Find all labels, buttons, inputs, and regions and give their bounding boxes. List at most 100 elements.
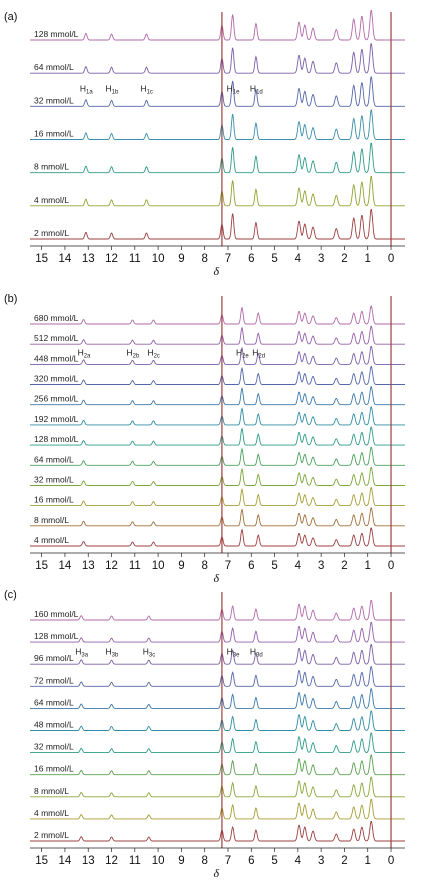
x-tick-label: 13 [82, 855, 95, 867]
peak-label: H1c [140, 83, 152, 95]
x-tick-label: 5 [271, 253, 277, 265]
spectrum-trace [30, 76, 405, 107]
x-tick-label: 2 [341, 253, 347, 265]
concentration-label: 8 mmol/L [34, 162, 69, 172]
concentration-label: 4 mmol/L [34, 808, 69, 818]
x-axis-label: δ [214, 571, 220, 585]
x-tick-label: 6 [248, 560, 254, 572]
spectrum-trace [30, 622, 405, 643]
x-tick-label: 4 [295, 253, 302, 265]
panel-label: (a) [4, 11, 17, 23]
x-tick-label: 2 [341, 855, 347, 867]
concentration-label: 128 mmol/L [34, 29, 79, 39]
x-tick-label: 11 [129, 253, 141, 265]
concentration-label: 256 mmol/L [34, 394, 79, 404]
peak-label: H2b [126, 347, 139, 359]
peak-label: H1a [80, 83, 93, 95]
x-tick-label: 3 [318, 855, 324, 867]
concentration-label: 16 mmol/L [34, 495, 74, 505]
spectrum-trace [30, 426, 405, 446]
x-tick-label: 10 [152, 855, 165, 867]
x-tick-label: 12 [105, 560, 118, 572]
concentration-label: 64 mmol/L [34, 697, 74, 707]
concentration-label: 16 mmol/L [34, 764, 74, 774]
spectrum-trace [30, 798, 405, 820]
spectrum-trace [30, 346, 405, 365]
x-tick-label: 9 [178, 560, 184, 572]
x-tick-label: 2 [341, 560, 347, 572]
x-tick-label: 0 [388, 253, 394, 265]
peak-label: H3d [250, 646, 263, 658]
spectra: 680 mmol/L 512 mmol/L 448 mmol/L 320 mmol/L… [30, 305, 405, 547]
x-tick-label: 3 [318, 560, 324, 572]
spectrum-trace [30, 644, 405, 665]
peak-label: H1d [250, 83, 263, 95]
concentration-label: 48 mmol/L [34, 720, 74, 730]
x-tick-label: 4 [295, 855, 302, 867]
concentration-label: 320 mmol/L [34, 374, 79, 384]
x-tick-label: 7 [225, 560, 231, 572]
concentration-label: 448 mmol/L [34, 353, 79, 363]
x-tick-label: 6 [248, 253, 254, 265]
spectrum-trace [30, 10, 405, 41]
x-tick-label: 9 [178, 855, 184, 867]
peak-label: H2c [147, 347, 159, 359]
panel-label: (b) [4, 293, 17, 305]
spectrum-trace [30, 386, 405, 406]
spectrum-trace [30, 754, 405, 776]
concentration-label: 4 mmol/L [34, 535, 69, 545]
spectrum-trace [30, 446, 405, 466]
x-axis-label: δ [214, 264, 220, 278]
x-tick-label: 12 [105, 253, 118, 265]
concentration-label: 512 mmol/L [34, 333, 79, 343]
x-tick-label: 5 [271, 560, 277, 572]
concentration-label: 2 mmol/L [34, 228, 69, 238]
panel-label: (c) [4, 589, 17, 601]
x-tick-label: 6 [248, 855, 254, 867]
spectrum-trace [30, 599, 405, 621]
spectrum-trace [30, 209, 405, 240]
x-tick-label: 10 [152, 253, 165, 265]
x-tick-label: 14 [59, 560, 72, 572]
x-tick-label: 15 [35, 253, 48, 265]
concentration-label: 96 mmol/L [34, 653, 74, 663]
x-tick-label: 15 [35, 855, 48, 867]
spectrum-trace [30, 666, 405, 687]
x-tick-label: 9 [178, 253, 184, 265]
spectrum-trace [30, 325, 405, 345]
spectrum-trace [30, 820, 405, 842]
concentration-label: 64 mmol/L [34, 62, 74, 72]
concentration-label: 680 mmol/L [34, 313, 79, 323]
x-tick-label: 4 [295, 560, 302, 572]
concentration-label: 8 mmol/L [34, 515, 69, 525]
peak-label: H2a [78, 347, 91, 359]
spectra: 160 mmol/L 128 mmol/L 96 mmol/L 72 mmol/L 64… [30, 599, 405, 842]
x-tick-label: 11 [129, 855, 141, 867]
x-tick-label: 0 [388, 560, 394, 572]
concentration-label: 8 mmol/L [34, 786, 69, 796]
x-tick-label: 0 [388, 855, 394, 867]
spectrum-trace [30, 688, 405, 709]
spectrum-trace [30, 507, 405, 527]
spectrum-trace [30, 527, 405, 547]
x-tick-label: 12 [105, 855, 118, 867]
spectrum-trace [30, 366, 405, 385]
concentration-label: 4 mmol/L [34, 195, 69, 205]
concentration-label: 128 mmol/L [34, 434, 79, 444]
x-tick-label: 3 [318, 253, 324, 265]
x-tick-label: 15 [35, 560, 48, 572]
spectrum-trace [30, 776, 405, 798]
concentration-label: 2 mmol/L [34, 830, 69, 840]
concentration-label: 32 mmol/L [34, 742, 74, 752]
spectrum-trace [30, 43, 405, 74]
spectrum-trace [30, 406, 405, 426]
x-tick-label: 8 [201, 560, 207, 572]
concentration-label: 160 mmol/L [34, 609, 79, 619]
peak-label: H3b [106, 646, 119, 658]
x-tick-label: 1 [365, 253, 371, 265]
x-tick-label: 7 [225, 253, 231, 265]
spectrum-trace [30, 732, 405, 754]
spectrum-trace [30, 175, 405, 207]
